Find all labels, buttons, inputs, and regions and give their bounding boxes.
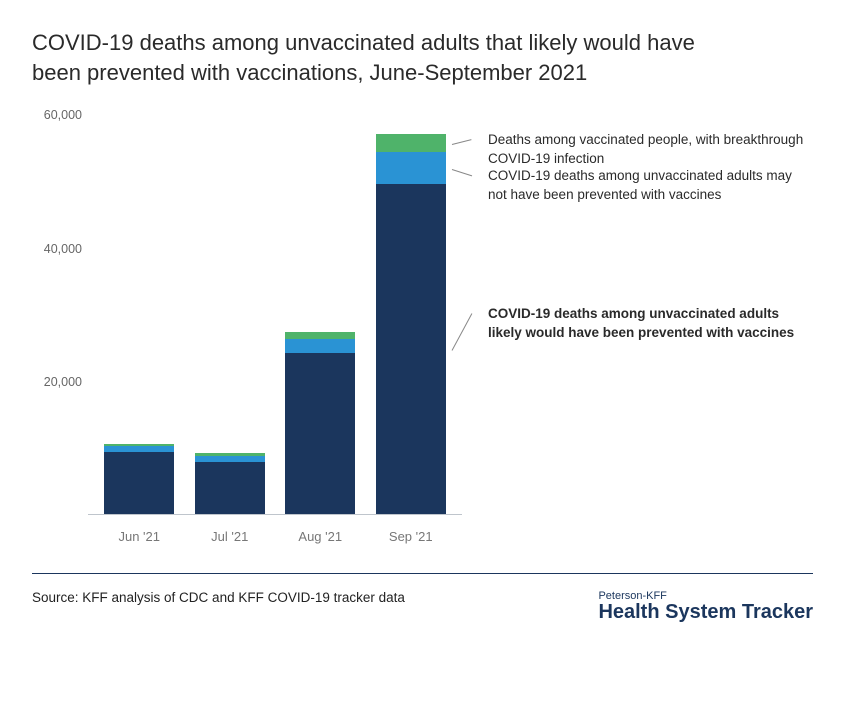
chart-title: COVID-19 deaths among unvaccinated adult… bbox=[32, 28, 732, 87]
legend-item-not_preventable: COVID-19 deaths among unvaccinated adult… bbox=[474, 167, 813, 203]
bar bbox=[195, 453, 265, 514]
legend-label: COVID-19 deaths among unvaccinated adult… bbox=[488, 305, 813, 341]
legend-label: Deaths among vaccinated people, with bre… bbox=[488, 131, 813, 167]
x-tick-label: Jun '21 bbox=[104, 519, 174, 555]
bars-group bbox=[88, 115, 462, 514]
bar-segment-breakthrough bbox=[376, 134, 446, 152]
legend-item-breakthrough: Deaths among vaccinated people, with bre… bbox=[474, 131, 813, 167]
brand-block: Peterson-KFF Health System Tracker bbox=[598, 590, 813, 623]
legend-item-preventable: COVID-19 deaths among unvaccinated adult… bbox=[474, 305, 813, 341]
bar-segment-not_preventable bbox=[285, 339, 355, 353]
bar-segment-preventable bbox=[195, 462, 265, 515]
chart-container: 020,00040,00060,000 Jun '21Jul '21Aug '2… bbox=[32, 105, 813, 555]
chart-plot-area: 020,00040,00060,000 Jun '21Jul '21Aug '2… bbox=[32, 105, 462, 555]
bar bbox=[285, 332, 355, 515]
bar-segment-breakthrough bbox=[285, 332, 355, 339]
bar bbox=[376, 134, 446, 514]
bar-segment-preventable bbox=[285, 353, 355, 514]
y-tick-label: 20,000 bbox=[32, 375, 82, 389]
footer: Source: KFF analysis of CDC and KFF COVI… bbox=[32, 573, 813, 623]
y-tick-label: 40,000 bbox=[32, 242, 82, 256]
y-tick-label: 60,000 bbox=[32, 108, 82, 122]
bar-segment-not_preventable bbox=[376, 152, 446, 183]
source-text: Source: KFF analysis of CDC and KFF COVI… bbox=[32, 590, 405, 605]
brand-big-text: Health System Tracker bbox=[598, 602, 813, 623]
bar-segment-preventable bbox=[376, 184, 446, 515]
bar bbox=[104, 444, 174, 515]
x-tick-label: Jul '21 bbox=[195, 519, 265, 555]
bar-segment-preventable bbox=[104, 452, 174, 515]
x-tick-label: Aug '21 bbox=[285, 519, 355, 555]
legend-label: COVID-19 deaths among unvaccinated adult… bbox=[488, 167, 813, 203]
x-axis-labels: Jun '21 Jul '21 Aug '21 Sep '21 bbox=[88, 519, 462, 555]
x-tick-label: Sep '21 bbox=[376, 519, 446, 555]
plot-region bbox=[88, 115, 462, 515]
legend: Deaths among vaccinated people, with bre… bbox=[462, 105, 813, 555]
